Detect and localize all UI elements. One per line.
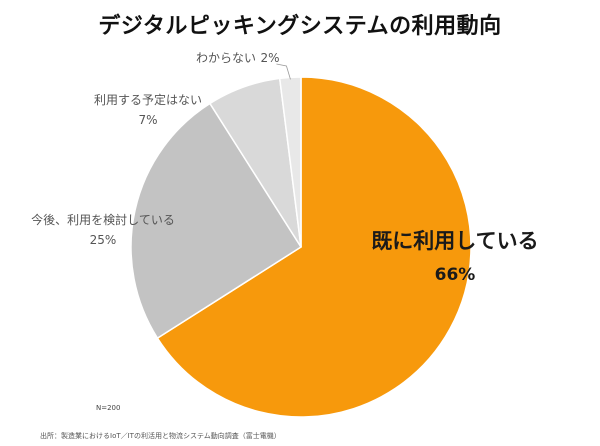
source-note: 出所：製造業におけるIoT／ITの利活用と物流システム動向調査（富士電機）	[40, 432, 281, 440]
slice-label-3: 利用する予定はない	[94, 92, 202, 107]
slice-value-2: 25%	[90, 233, 117, 247]
slice-label-4: わからない	[196, 51, 256, 65]
pie-slice-2	[130, 102, 303, 340]
chart-title: デジタルピッキングシステムの利用動向	[98, 14, 502, 39]
slice-label-2: 今後、利用を検討している	[31, 212, 175, 227]
sample-size-note: N=200	[96, 404, 121, 412]
slice-label-1: 既に利用している	[371, 229, 538, 253]
pie-slice-4	[278, 76, 302, 248]
leader-line-4	[276, 63, 291, 80]
slice-value-4: 2%	[260, 51, 279, 65]
pie-slice-1	[156, 76, 472, 418]
slice-value-3: 7%	[138, 113, 157, 127]
slice-value-1: 66%	[435, 265, 476, 285]
